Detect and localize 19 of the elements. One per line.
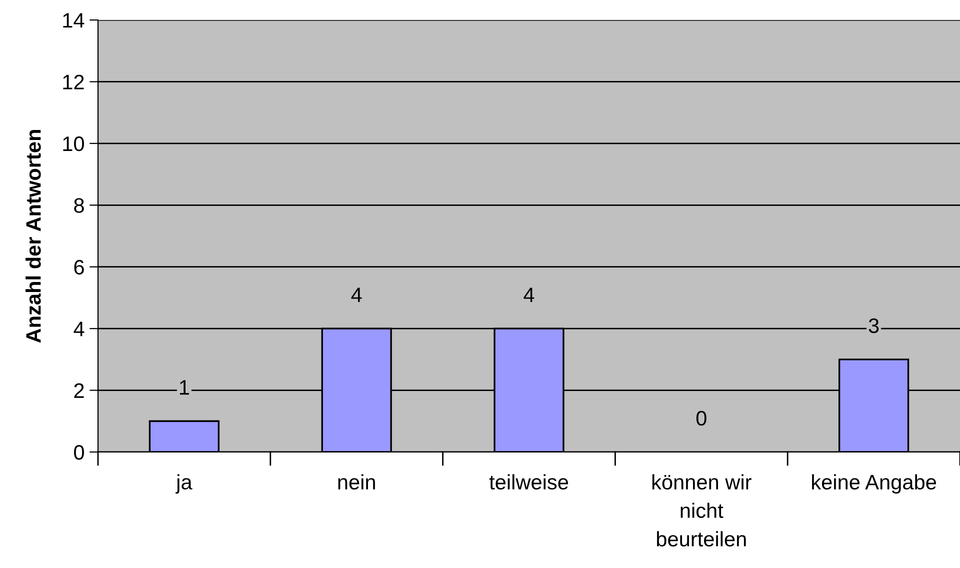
y-tick-label: 14 — [63, 13, 84, 28]
x-tick-label: nein — [338, 474, 375, 490]
x-tick-label: ja — [176, 474, 192, 494]
data-label: 4 — [524, 288, 534, 302]
y-axis-title: Anzahl der Antworten — [26, 130, 41, 343]
y-tick-label: 8 — [74, 198, 84, 213]
x-tick-label: keine Angabe — [812, 474, 936, 494]
data-label: 3 — [868, 318, 879, 334]
data-label: 0 — [696, 410, 706, 426]
y-tick-label: 10 — [63, 136, 84, 152]
data-label: 4 — [351, 288, 362, 302]
data-label: 1 — [180, 380, 189, 395]
y-tick-label: 6 — [74, 260, 84, 275]
x-tick-label: können wir nicht beurteilen — [652, 474, 752, 546]
x-tick-label: teilweise — [489, 474, 568, 490]
y-tick-label: 2 — [74, 383, 84, 398]
y-tick-label: 0 — [74, 445, 84, 460]
y-tick-label: 12 — [63, 74, 84, 90]
y-tick-label: 4 — [74, 322, 84, 336]
